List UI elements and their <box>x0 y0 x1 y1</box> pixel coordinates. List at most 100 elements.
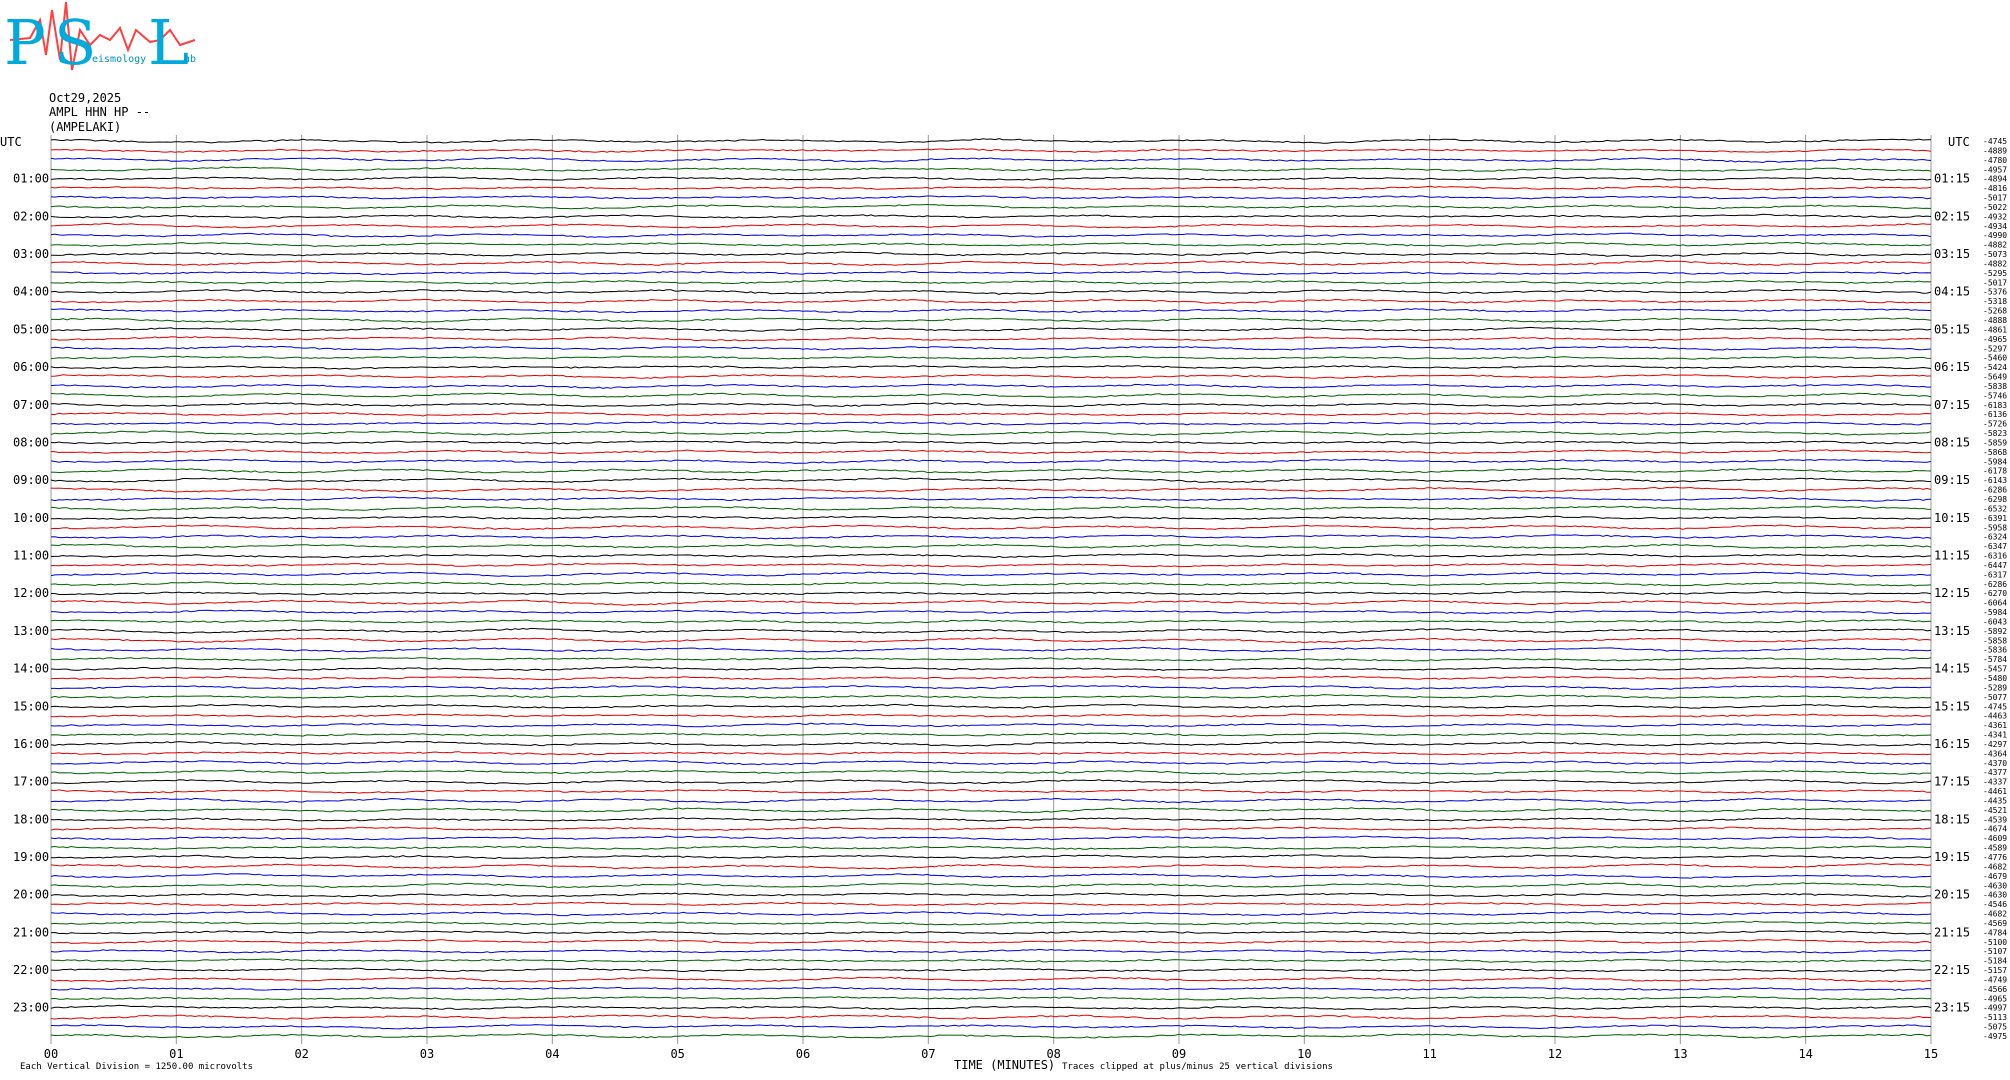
trace <box>50 835 1932 841</box>
trace <box>50 326 1932 332</box>
trace <box>50 496 1932 502</box>
trace <box>50 694 1932 699</box>
trace <box>50 930 1932 935</box>
trace-offset: -5157 <box>1983 966 2007 975</box>
trace <box>50 939 1932 944</box>
trace <box>51 317 1932 323</box>
hour-label: 21:15 <box>1934 925 1970 939</box>
trace-offset: -5746 <box>1983 391 2007 400</box>
trace-offset: -5859 <box>1983 438 2007 447</box>
trace-offset: -4539 <box>1983 815 2007 824</box>
hour-label: 11:15 <box>1934 549 1970 563</box>
trace <box>50 260 1932 267</box>
x-tick-label: 06 <box>796 1047 810 1061</box>
trace-offset: -5460 <box>1983 354 2007 363</box>
trace <box>50 308 1932 314</box>
trace-offset: -5838 <box>1983 382 2007 391</box>
trace-offset: -4337 <box>1983 778 2007 787</box>
trace-offset: -4682 <box>1983 910 2007 919</box>
hour-label: 05:00 <box>13 322 49 336</box>
trace <box>50 873 1932 879</box>
trace <box>50 599 1932 606</box>
logo: P S L eismology ab <box>4 1 196 79</box>
trace-offset: -4463 <box>1983 712 2007 721</box>
hour-label: 05:15 <box>1934 322 1970 336</box>
x-tick-label: 04 <box>545 1047 559 1061</box>
trace-offset: -4882 <box>1983 241 2007 250</box>
trace-offset: -5017 <box>1983 194 2007 203</box>
trace <box>50 345 1932 351</box>
trace-offset: -5113 <box>1983 1013 2007 1022</box>
trace-offset: -4361 <box>1983 721 2007 730</box>
hour-label: 02:15 <box>1934 209 1970 223</box>
trace <box>50 383 1931 389</box>
x-tick-label: 05 <box>670 1047 684 1061</box>
trace <box>50 751 1932 756</box>
trace-offset: -4965 <box>1983 335 2007 344</box>
trace <box>50 637 1932 644</box>
trace <box>50 524 1932 531</box>
trace-offset: -6043 <box>1983 617 2007 626</box>
trace <box>50 486 1932 493</box>
hour-label: 18:15 <box>1934 812 1970 826</box>
trace-offset: -4997 <box>1983 1004 2007 1013</box>
trace-offset: -4521 <box>1983 806 2007 815</box>
trace <box>50 646 1932 653</box>
x-tick-label: 13 <box>1673 1047 1687 1061</box>
trace <box>50 213 1932 219</box>
x-tick-label: 14 <box>1798 1047 1812 1061</box>
x-axis-title: TIME (MINUTES) <box>954 1058 1055 1072</box>
trace <box>50 863 1932 870</box>
trace <box>50 797 1932 804</box>
hour-label: 15:00 <box>13 699 49 713</box>
trace <box>50 543 1932 549</box>
trace <box>50 251 1931 257</box>
hour-label: 12:15 <box>1934 586 1970 600</box>
trace-offset: -5823 <box>1983 429 2007 438</box>
trace <box>51 553 1932 559</box>
trace-offset: -5022 <box>1983 203 2007 212</box>
trace <box>51 685 1932 690</box>
trace <box>50 882 1932 888</box>
hour-label: 08:00 <box>13 435 49 449</box>
trace-offset: -5984 <box>1983 608 2007 617</box>
trace <box>51 402 1931 408</box>
trace <box>50 222 1931 229</box>
trace-offset: -5295 <box>1983 269 2007 278</box>
trace <box>50 976 1932 983</box>
trace <box>50 920 1932 926</box>
trace <box>50 440 1931 445</box>
hour-label: 18:00 <box>13 812 49 826</box>
hour-label: 21:00 <box>13 925 49 939</box>
utc-label: UTC <box>1948 135 1970 149</box>
x-tick-label: 07 <box>921 1047 935 1061</box>
trace <box>50 948 1932 954</box>
trace-offset: -4965 <box>1983 994 2007 1003</box>
hour-label: 01:15 <box>1934 172 1970 186</box>
trace <box>50 581 1932 587</box>
x-tick-label: 12 <box>1548 1047 1562 1061</box>
hour-label: 09:00 <box>13 473 49 487</box>
hour-label: 02:00 <box>13 209 49 223</box>
trace-offset: -5107 <box>1983 947 2007 956</box>
trace <box>50 967 1932 973</box>
trace-offset: -6447 <box>1983 561 2007 570</box>
division-note: Each Vertical Division = 1250.00 microvo… <box>20 1062 253 1072</box>
trace-offset: -4609 <box>1983 834 2007 843</box>
trace-offset: -6270 <box>1983 589 2007 598</box>
trace-offset: -5075 <box>1983 1023 2007 1032</box>
hour-label: 17:15 <box>1934 775 1970 789</box>
trace <box>50 911 1932 917</box>
trace-offset: -5297 <box>1983 344 2007 353</box>
trace-offset: -4990 <box>1983 231 2007 240</box>
trace <box>50 769 1931 776</box>
trace <box>50 854 1932 860</box>
trace-offset: -4546 <box>1983 900 2007 909</box>
trace <box>50 779 1932 785</box>
trace-offset: -4569 <box>1983 919 2007 928</box>
hour-label: 23:00 <box>13 1001 49 1015</box>
trace <box>50 298 1932 305</box>
trace <box>50 374 1932 379</box>
